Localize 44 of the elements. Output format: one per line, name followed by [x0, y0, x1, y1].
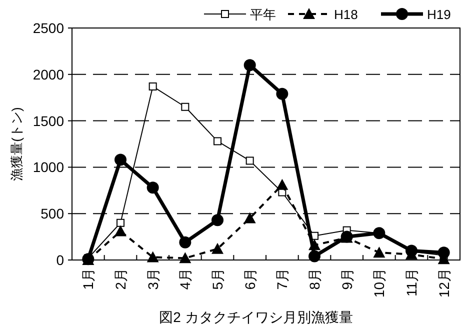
point [373, 246, 386, 258]
x-tick-label: 9月 [338, 268, 355, 290]
x-tick-label: 5月 [210, 268, 226, 290]
x-tick-label: 1月 [80, 268, 96, 290]
y-tick-label: 2500 [32, 20, 64, 36]
y-tick-label: 0 [56, 252, 64, 268]
point [308, 250, 320, 262]
point [406, 244, 418, 257]
y-tick-label: 1500 [32, 112, 64, 129]
y-tick-label: 2000 [32, 66, 64, 82]
x-tick-label: 8月 [306, 268, 322, 290]
point [212, 214, 224, 226]
point [244, 59, 256, 72]
point [116, 218, 124, 227]
legend-label: 平年 [250, 7, 276, 22]
legend-label: H18 [334, 7, 358, 22]
point [114, 225, 126, 236]
point [276, 88, 288, 100]
point [114, 154, 126, 166]
point [276, 178, 288, 190]
point [181, 102, 190, 111]
point [214, 137, 222, 146]
x-tick-label: 2月 [112, 268, 128, 290]
point [146, 251, 159, 262]
point [146, 182, 159, 194]
x-tick-label: 3月 [144, 268, 161, 290]
point [148, 82, 157, 90]
point [244, 212, 256, 224]
point [438, 246, 450, 259]
x-tick-label: 7月 [274, 268, 290, 290]
y-tick-label: 500 [40, 206, 64, 222]
point [212, 242, 224, 254]
y-axis-title: 漁獲量(トン) [9, 107, 24, 181]
text: 図2 カタクチイワシ月別漁獲量 [159, 309, 353, 325]
legend-label: H19 [427, 7, 451, 22]
point [246, 156, 254, 165]
y-tick-label: 1000 [32, 159, 64, 176]
x-tick-label: 10月 [371, 268, 388, 298]
x-tick-label: 12月 [436, 268, 452, 298]
x-tick-label: 11月 [404, 268, 420, 297]
point [179, 252, 192, 264]
x-tick-label: 4月 [177, 268, 194, 290]
x-tick-label: 6月 [242, 268, 258, 290]
point [179, 236, 192, 248]
